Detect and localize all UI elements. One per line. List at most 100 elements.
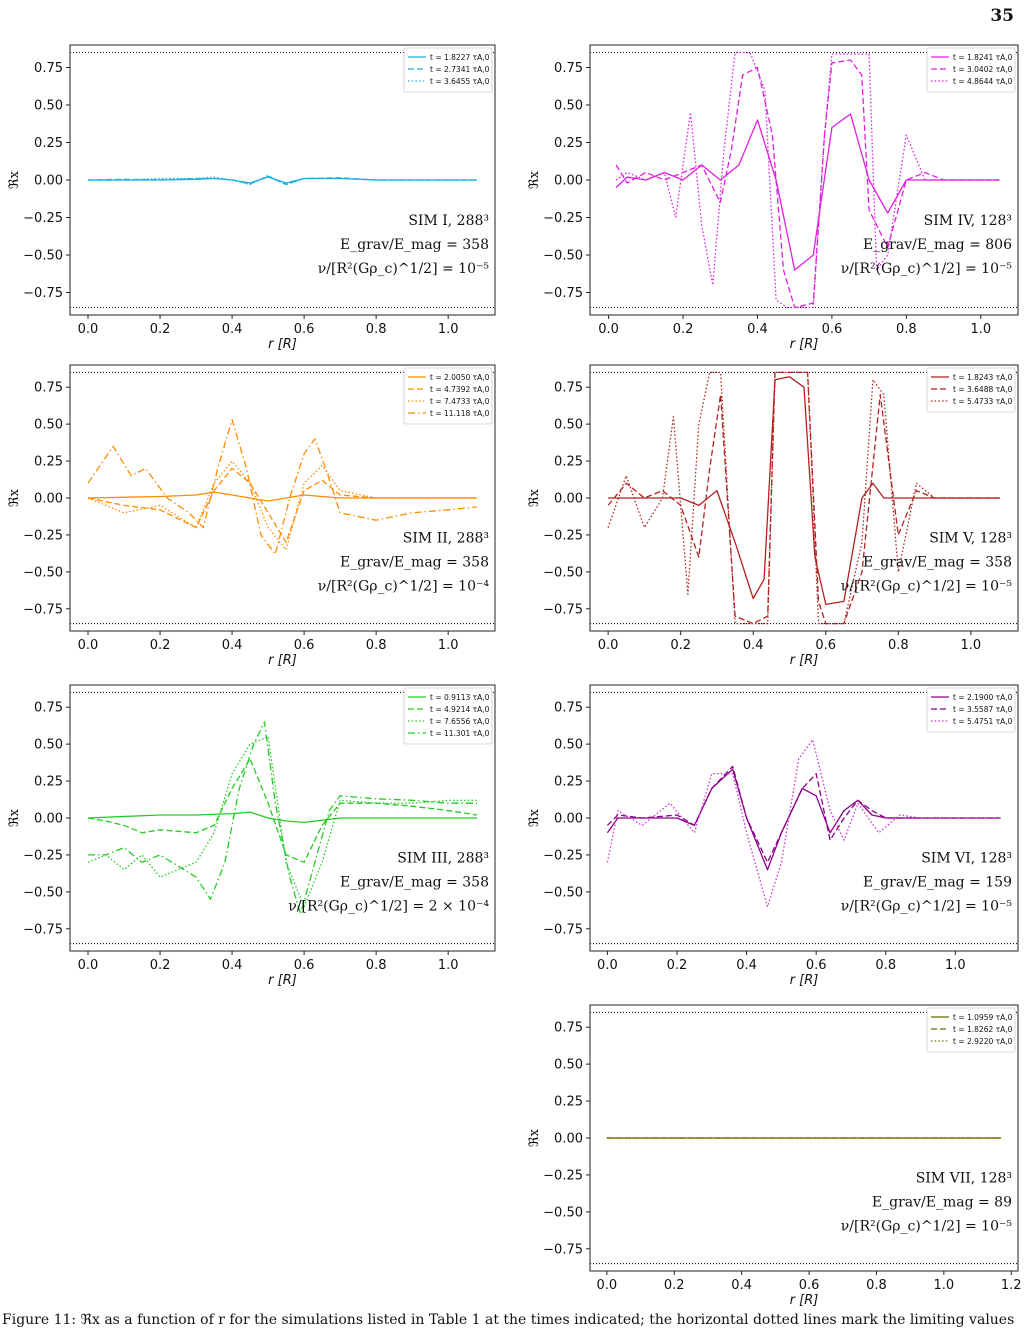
y-tick-label: −0.75 bbox=[543, 602, 583, 617]
legend-entry: t = 2.1900 τA,0 bbox=[953, 693, 1013, 702]
legend-entry: t = 2.7341 τA,0 bbox=[430, 65, 490, 74]
x-axis-label: r [R] bbox=[790, 337, 819, 352]
y-tick-label: 0.75 bbox=[34, 61, 63, 76]
annotation-line: SIM IV, 128³ bbox=[924, 213, 1012, 229]
series-line-1 bbox=[608, 376, 1000, 606]
x-tick-label: 1.2 bbox=[1001, 1278, 1022, 1293]
y-axis-label: ℜx bbox=[7, 808, 22, 827]
legend: t = 1.8243 τA,0 t = 3.6488 τA,0 t = 5.4733… bbox=[926, 367, 1016, 413]
figure-caption: Figure 11: ℜx as a function of r for the… bbox=[2, 1312, 1015, 1328]
y-tick-label: 0.75 bbox=[554, 701, 583, 716]
y-tick-label: 0.75 bbox=[34, 701, 63, 716]
legend-entry: t = 0.9113 τA,0 bbox=[430, 693, 490, 702]
series-line-3 bbox=[88, 174, 477, 186]
x-tick-label: 1.0 bbox=[438, 322, 459, 337]
legend-entry: t = 4.9214 τA,0 bbox=[430, 705, 490, 714]
x-tick-label: 0.6 bbox=[815, 638, 836, 653]
y-tick-label: −0.75 bbox=[23, 286, 63, 301]
y-tick-label: −0.50 bbox=[543, 885, 583, 900]
y-tick-label: 0.25 bbox=[554, 136, 583, 151]
y-tick-label: −0.25 bbox=[543, 211, 583, 226]
annotation-line: ν/[R²(Gρ_c)^1/2] = 10⁻⁴ bbox=[318, 578, 490, 594]
legend-entry: t = 3.6488 τA,0 bbox=[953, 385, 1013, 394]
x-tick-label: 0.0 bbox=[598, 638, 619, 653]
y-tick-label: 0.25 bbox=[34, 775, 63, 790]
annotation-line: SIM VII, 128³ bbox=[916, 1170, 1012, 1186]
x-tick-label: 0.2 bbox=[150, 958, 171, 973]
x-tick-label: 0.4 bbox=[736, 958, 757, 973]
x-tick-label: 0.0 bbox=[78, 958, 99, 973]
y-tick-label: −0.50 bbox=[23, 249, 63, 264]
x-tick-label: 0.8 bbox=[366, 638, 387, 653]
annotation-line: E_grav/E_mag = 159 bbox=[863, 874, 1012, 890]
legend-box bbox=[403, 687, 493, 745]
legend-entry: t = 7.6556 τA,0 bbox=[430, 717, 490, 726]
legend: t = 1.8227 τA,0 t = 2.7341 τA,0 t = 3.6455… bbox=[403, 47, 493, 93]
x-tick-label: 0.2 bbox=[673, 322, 694, 337]
y-axis-label: ℜx bbox=[527, 488, 542, 507]
x-tick-label: 0.0 bbox=[597, 1278, 618, 1293]
legend-entry: t = 5.4733 τA,0 bbox=[953, 397, 1013, 406]
x-axis-label: r [R] bbox=[268, 973, 297, 988]
chart-sim-v: 0.75 0.50 0.25 0.00 −0.25 −0.50 −0.75 0.0 0.2 0.4… bbox=[527, 364, 1019, 668]
y-tick-label: −0.50 bbox=[23, 885, 63, 900]
y-tick-label: 0.00 bbox=[34, 812, 63, 827]
x-tick-label: 0.8 bbox=[875, 958, 896, 973]
x-axis-label: r [R] bbox=[268, 653, 297, 668]
series-line-2 bbox=[615, 59, 1000, 309]
y-axis-label: ℜx bbox=[527, 808, 542, 827]
annotation-line: SIM V, 128³ bbox=[929, 530, 1012, 546]
series-line-4 bbox=[87, 419, 478, 555]
y-tick-label: 0.00 bbox=[554, 492, 583, 507]
x-tick-label: 0.8 bbox=[866, 1278, 887, 1293]
x-tick-label: 0.4 bbox=[222, 322, 243, 337]
legend-entry: t = 4.8644 τA,0 bbox=[953, 77, 1013, 86]
legend-entry: t = 1.0959 τA,0 bbox=[953, 1013, 1013, 1022]
y-tick-label: −0.25 bbox=[23, 211, 63, 226]
chart-sim-iii: 0.75 0.50 0.25 0.00 −0.25 −0.50 −0.75 0.0 0.2 0.4… bbox=[7, 684, 496, 988]
annotation-line: ν/[R²(Gρ_c)^1/2] = 10⁻⁵ bbox=[841, 898, 1013, 914]
x-tick-label: 0.0 bbox=[598, 322, 619, 337]
legend-entry: t = 1.8241 τA,0 bbox=[953, 53, 1013, 62]
legend-box bbox=[403, 367, 493, 425]
series-line-1 bbox=[87, 491, 477, 502]
y-tick-label: −0.50 bbox=[23, 565, 63, 580]
x-tick-label: 0.6 bbox=[294, 958, 315, 973]
y-tick-label: 0.25 bbox=[34, 136, 63, 151]
y-axis-label: ℜx bbox=[7, 170, 22, 189]
legend-entry: t = 11.301 τA,0 bbox=[430, 729, 490, 738]
y-tick-label: 0.00 bbox=[34, 492, 63, 507]
y-tick-label: −0.25 bbox=[543, 528, 583, 543]
x-tick-label: 1.0 bbox=[438, 958, 459, 973]
y-tick-label: 0.25 bbox=[554, 775, 583, 790]
x-tick-label: 0.8 bbox=[888, 638, 909, 653]
legend: t = 0.9113 τA,0 t = 4.9214 τA,0 t = 7.6556… bbox=[403, 687, 493, 745]
y-axis-label: ℜx bbox=[527, 170, 542, 189]
series-line-1 bbox=[615, 113, 1000, 271]
annotation-line: SIM II, 288³ bbox=[403, 530, 489, 546]
chart-sim-iv: 0.75 0.50 0.25 0.00 −0.25 −0.50 −0.75 0.0 0.2 0.4… bbox=[527, 44, 1019, 352]
annotation-line: SIM I, 288³ bbox=[408, 213, 489, 229]
x-tick-label: 0.0 bbox=[78, 638, 99, 653]
annotation-line: SIM VI, 128³ bbox=[921, 850, 1012, 866]
y-tick-label: 0.75 bbox=[34, 381, 63, 396]
y-tick-label: 0.50 bbox=[34, 99, 63, 114]
x-tick-label: 0.0 bbox=[597, 958, 618, 973]
y-tick-label: −0.50 bbox=[543, 565, 583, 580]
annotation-line: SIM III, 288³ bbox=[397, 850, 489, 866]
y-tick-label: 0.00 bbox=[554, 1132, 583, 1147]
y-tick-label: 0.50 bbox=[554, 738, 583, 753]
series-line-3 bbox=[607, 371, 1000, 625]
legend-box bbox=[926, 687, 1016, 733]
annotation-line: E_grav/E_mag = 358 bbox=[863, 554, 1012, 570]
legend-entry: t = 1.8262 τA,0 bbox=[953, 1025, 1013, 1034]
legend: t = 2.0050 τA,0 t = 4.7392 τA,0 t = 7.4733… bbox=[403, 367, 493, 425]
legend-entry: t = 3.5587 τA,0 bbox=[953, 705, 1013, 714]
annotation-line: E_grav/E_mag = 89 bbox=[872, 1194, 1012, 1210]
legend-entry: t = 4.7392 τA,0 bbox=[430, 385, 490, 394]
y-tick-label: 0.50 bbox=[554, 418, 583, 433]
x-tick-label: 0.0 bbox=[78, 322, 99, 337]
y-tick-label: −0.25 bbox=[543, 1168, 583, 1183]
x-tick-label: 0.2 bbox=[664, 1278, 685, 1293]
legend: t = 1.0959 τA,0 t = 1.8262 τA,0 t = 2.9220… bbox=[926, 1007, 1016, 1053]
